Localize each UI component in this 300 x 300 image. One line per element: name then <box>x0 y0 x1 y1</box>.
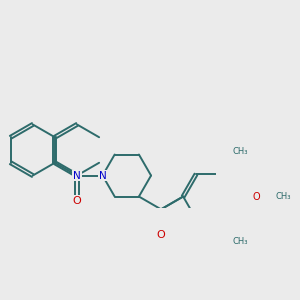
Text: N: N <box>73 170 81 181</box>
Text: O: O <box>73 196 81 206</box>
Text: N: N <box>99 170 106 181</box>
Text: O: O <box>157 230 165 240</box>
Text: O: O <box>252 191 260 202</box>
Text: CH₃: CH₃ <box>232 147 248 156</box>
Text: CH₃: CH₃ <box>276 192 291 201</box>
Text: CH₃: CH₃ <box>232 237 248 246</box>
